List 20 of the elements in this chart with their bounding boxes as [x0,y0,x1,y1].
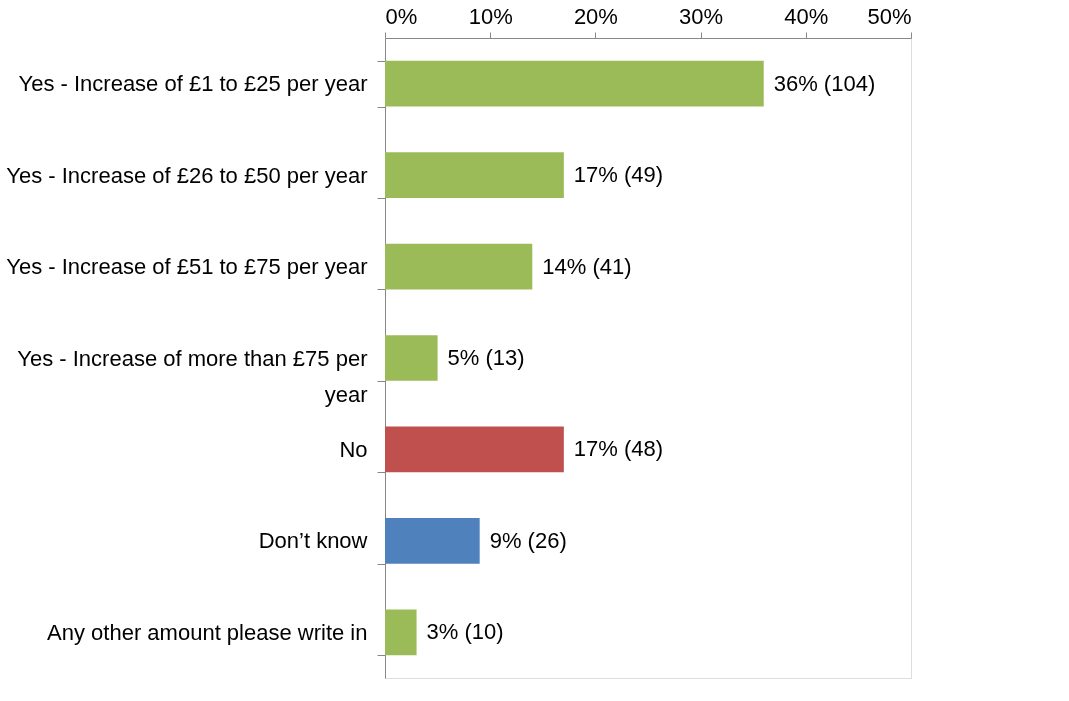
x-tick-label: 0% [385,3,418,29]
y-tick-label: Any other amount please write in [47,619,368,645]
data-label: 17% (49) [573,162,664,188]
x-tick-label: 20% [573,3,618,29]
data-label: 17% (48) [573,436,664,462]
y-tick-label: Don’t know [258,528,368,554]
y-tick-label: No [339,436,368,462]
x-tick-label: 10% [468,3,513,29]
y-tick-label: Yes - Increase of £51 to £75 per year [6,254,368,280]
x-tick-label: 40% [784,3,829,29]
data-label: 5% (13) [447,345,525,370]
data-label: 3% (10) [426,619,504,645]
y-tick-label: Yes - Increase of £26 to £50 per year [6,162,368,188]
x-tick-label: 30% [679,3,724,29]
data-label: 36% (104) [773,70,876,96]
data-label: 9% (26) [489,527,567,553]
y-tick-label: Yes - Increase of £1 to £25 per year [18,71,368,97]
x-tick-label: 50% [867,3,912,29]
data-label: 14% (41) [542,253,632,279]
y-tick-label: Yes - Increase of more than £75 per year [17,345,368,407]
